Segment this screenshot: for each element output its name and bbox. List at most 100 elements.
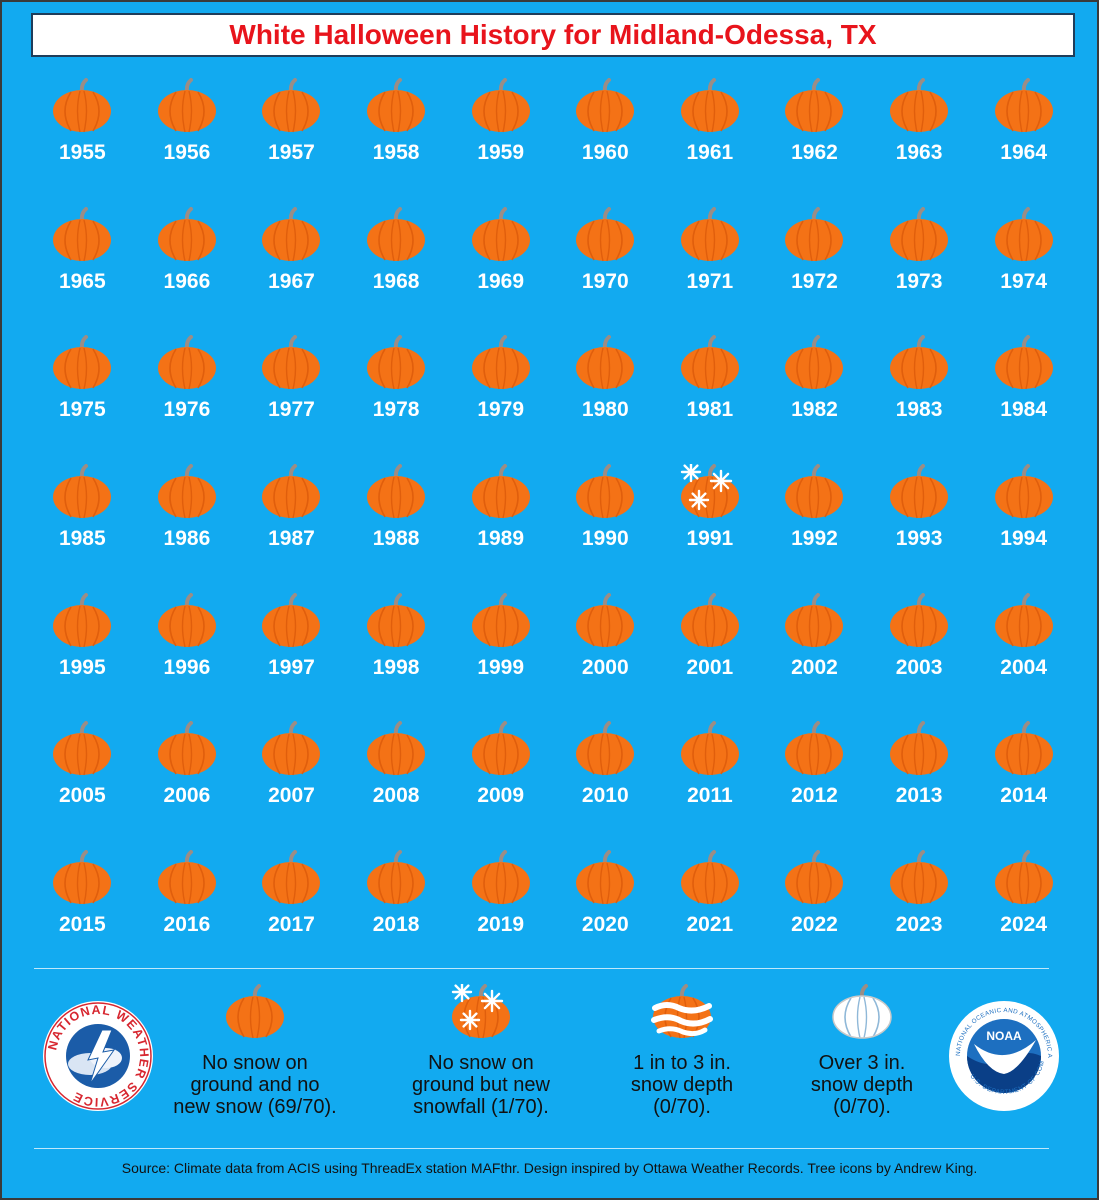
year-label: 2000 [581,655,629,679]
pumpkin-icon [51,335,113,391]
year-cell: 2021 [658,850,763,979]
year-cell: 2010 [553,721,658,850]
year-cell: 2008 [344,721,449,850]
pumpkin-icon [574,592,636,649]
year-label: 1977 [268,398,315,422]
year-cell: 1961 [658,78,763,207]
year-label: 2012 [791,784,838,808]
year-label: 2006 [163,784,211,808]
year-cell: 2005 [30,721,135,850]
year-cell: 2011 [658,721,763,850]
pumpkin-icon [260,335,322,391]
year-label: 1969 [477,269,525,293]
pumpkin-icon [470,335,532,391]
pumpkin-icon [574,78,636,134]
nws-logo: NATIONAL WEATHER SERVICE [42,1000,154,1117]
pumpkin-icon [260,78,322,134]
year-cell: 2001 [658,592,763,722]
year-cell: 1968 [344,206,449,336]
year-label: 1982 [791,398,838,422]
pumpkin-icon [574,721,636,777]
year-cell: 2024 [971,850,1076,979]
year-cell: 2022 [762,850,867,979]
pumpkin-icon [679,206,741,263]
year-cell: 1996 [135,592,240,722]
year-label: 2018 [372,913,420,937]
pumpkin-icon [365,850,427,906]
legend: NATIONAL WEATHER SERVICE NOAA NATIONAL O… [2,977,1097,1147]
year-label: 1959 [477,141,525,164]
year-cell: 1960 [553,78,658,207]
legend-label: No snow on ground and no new snow (69/70). [173,1052,336,1118]
pumpkin-icon [470,464,532,520]
year-cell: 2013 [867,721,972,850]
year-cell: 1970 [553,206,658,336]
year-cell: 1986 [135,464,240,593]
pumpkin-icon [888,206,950,263]
year-label: 2005 [58,784,106,808]
pumpkin-icon [993,721,1055,777]
year-label: 2002 [791,655,838,679]
year-cell: 2004 [971,592,1076,722]
year-cell: 1955 [30,78,135,207]
divider-bottom [34,1148,1049,1149]
year-cell: 1978 [344,335,449,464]
year-cell: 1987 [239,464,344,593]
pumpkin-icon [365,464,427,520]
year-cell: 1993 [867,464,972,593]
year-cell: 1956 [135,78,240,207]
legend-label-line: (0/70). [833,1096,891,1118]
pumpkin-icon [470,78,532,134]
year-label: 2017 [268,913,315,937]
year-cell: 1985 [30,464,135,593]
year-label: 1999 [477,655,525,679]
year-label: 1957 [268,141,315,164]
pumpkin-icon [888,78,950,134]
pumpkin-icon [470,721,532,777]
year-cell: 1984 [971,335,1076,464]
pumpkin-icon [51,78,113,134]
year-cell: 1975 [30,335,135,464]
pumpkin-icon [156,592,218,649]
pumpkin-icon [679,78,741,134]
pumpkin-icon [365,335,427,391]
pumpkin-icon [365,721,427,777]
divider-top [34,968,1049,969]
pumpkin-icon [783,206,845,263]
year-cell: 2009 [448,721,553,850]
year-cell: 1982 [762,335,867,464]
year-cell: 1959 [448,78,553,207]
pumpkin-icon [51,464,113,520]
year-cell: 1994 [971,464,1076,593]
year-label: 1974 [1000,269,1047,293]
year-label: 1963 [895,141,943,164]
pumpkin-icon [888,850,950,906]
year-cell: 1989 [448,464,553,593]
year-label: 2021 [686,913,734,937]
year-label: 1998 [372,655,420,679]
snowy-pumpkin-icon [450,984,512,1040]
legend-item: 1 in to 3 in. snow depth (0/70). [582,984,782,1118]
legend-label-line: snowfall (1/70). [413,1096,549,1118]
legend-label-line: snow depth [810,1074,914,1096]
pumpkin-icon [783,592,845,649]
year-cell: 1971 [658,206,763,336]
year-label: 2013 [895,784,943,808]
year-label: 1988 [372,527,420,551]
year-cell: 2023 [867,850,972,979]
pumpkin-icon [993,78,1055,134]
year-label: 1968 [372,269,420,293]
legend-item: Over 3 in. snow depth (0/70). [762,984,962,1118]
pumpkin-icon [224,984,286,1040]
year-cell: 1972 [762,206,867,336]
snowy-pumpkin-icon [679,464,741,520]
year-cell: 1957 [239,78,344,207]
legend-label-line: new snow (69/70). [173,1096,337,1118]
year-cell: 1999 [448,592,553,722]
year-cell: 1981 [658,335,763,464]
year-cell: 2015 [30,850,135,979]
year-cell: 2020 [553,850,658,979]
legend-label: 1 in to 3 in. snow depth (0/70). [631,1052,733,1118]
year-label: 1967 [268,269,315,293]
pumpkin-icon [783,335,845,391]
